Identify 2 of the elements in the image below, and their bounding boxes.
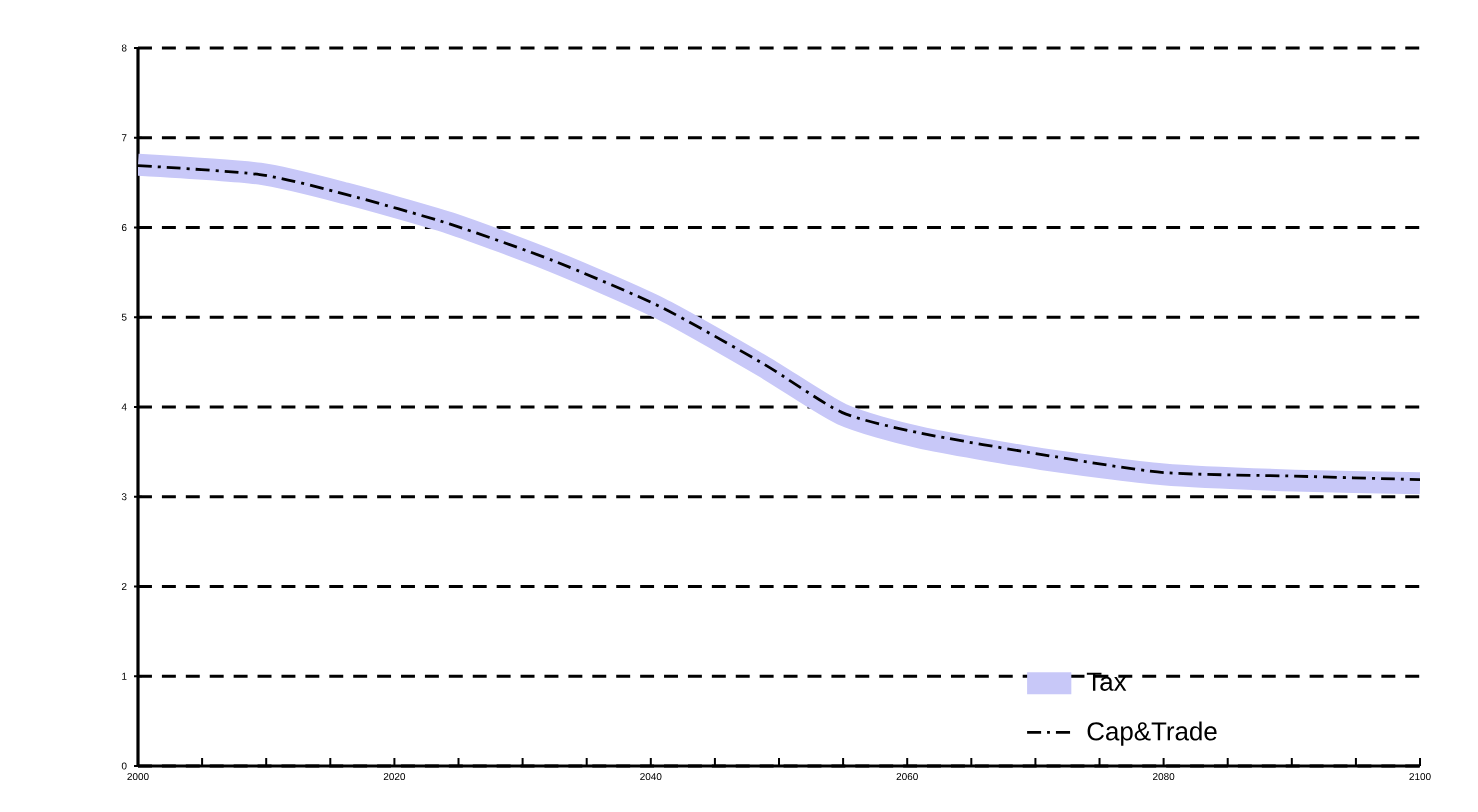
legend-label: Cap&Trade <box>1087 721 1217 746</box>
legend-label: Tax <box>1086 672 1127 691</box>
